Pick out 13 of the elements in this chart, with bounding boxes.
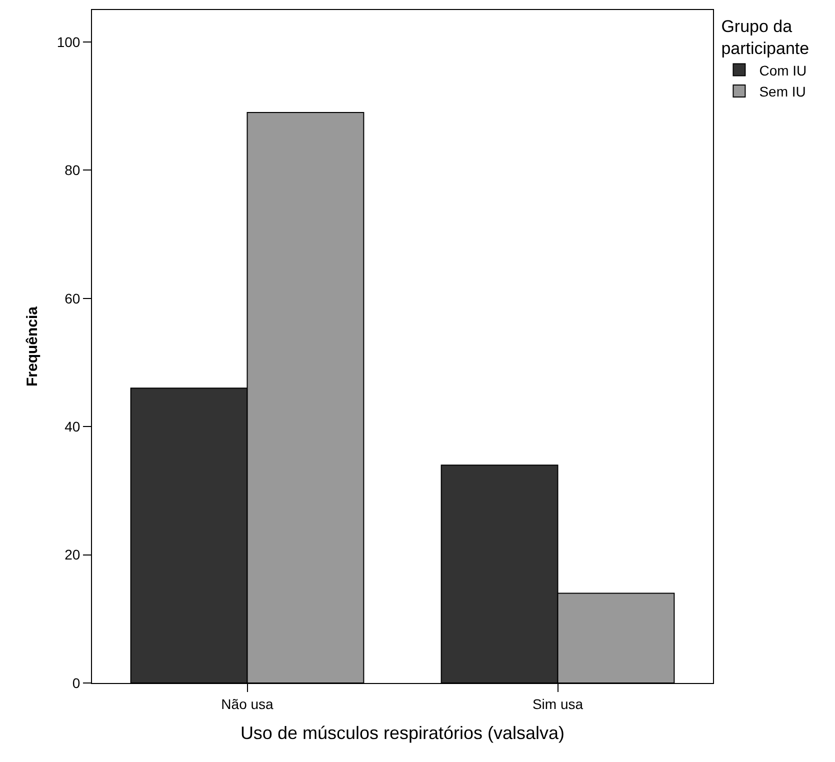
- legend-label: Com IU: [759, 62, 807, 78]
- y-tick-label: 20: [64, 546, 80, 563]
- y-tick-label: 60: [64, 290, 80, 306]
- x-axis-title: Uso de músculos respiratórios (valsalva): [240, 722, 565, 743]
- y-tick-label: 80: [64, 162, 80, 178]
- x-tick-label: Sim usa: [532, 696, 584, 712]
- y-tick-label: 0: [72, 674, 80, 691]
- y-axis-title: Frequência: [24, 306, 42, 387]
- legend-label: Sem IU: [759, 83, 806, 100]
- x-tick-label: Não usa: [221, 696, 274, 712]
- legend-title: Grupo da participante: [721, 17, 810, 58]
- y-tick-label: 40: [64, 418, 80, 435]
- y-tick-label: 100: [56, 34, 80, 50]
